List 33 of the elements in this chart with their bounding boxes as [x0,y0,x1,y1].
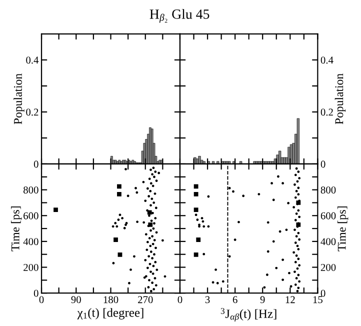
y-axis-title: Population [334,74,346,124]
y-tick-label: 0 [34,160,38,168]
y-tick-label: 800 [320,186,336,194]
x-tick-label: 90 [71,296,81,304]
x-tick-label: 0 [178,296,182,304]
y-tick-label: 0 [320,160,326,168]
y-tick-label: 0.4 [320,56,334,64]
x-tick-label: 6 [232,296,238,304]
y-tick-label: 400 [23,238,38,246]
x-tick-label: 180 [104,296,118,304]
y-tick-label: 600 [24,212,38,220]
y-axis-title: Population [14,74,24,124]
y-tick-label: 0 [34,290,38,297]
x-tick-label: 12 [286,296,295,304]
x-tick-label: 0 [39,296,44,304]
x-tick-label: 3 [205,296,210,304]
y-tick-label: 400 [320,238,336,246]
x-tick-label: 9 [260,296,265,304]
x-axis-title: χ$_{1}$(t) [degree] [77,308,144,320]
y-tick-label: 0.2 [320,108,333,116]
chart-title: H$_{β₂}$ Glu 45 [150,9,210,23]
y-tick-label: 800 [24,186,38,194]
y-axis-title: Time [ps] [337,206,348,252]
y-tick-label: 0 [320,290,326,297]
y-tick-label: 0.2 [26,108,38,116]
y-tick-label: 200 [24,264,38,271]
y-tick-label: 0.4 [26,56,39,64]
y-axis-title: Time [ps] [11,206,22,252]
x-tick-label: 15 [313,296,322,304]
y-tick-label: 200 [320,264,336,271]
y-tick-label: 600 [320,212,336,220]
x-axis-title: $^{3}$J$_{αβ}$(t) [Hz] [220,308,276,322]
x-tick-label: 270 [138,296,153,304]
